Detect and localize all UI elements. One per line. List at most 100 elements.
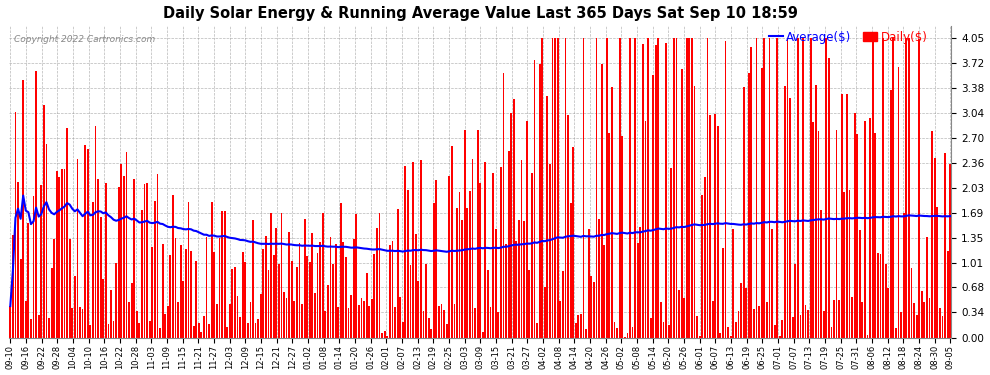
Bar (652, 75, 654, 338)
Bar (738, 311, 740, 338)
Bar (273, 255, 274, 338)
Bar (12, 236, 14, 338)
Bar (200, 332, 202, 338)
Bar (629, 39, 631, 338)
Bar (642, 44, 644, 338)
Bar (583, 39, 584, 338)
Bar (131, 283, 133, 338)
Bar (221, 211, 223, 338)
Bar (270, 213, 272, 338)
Bar (151, 247, 153, 338)
Bar (368, 306, 370, 338)
Bar (622, 136, 623, 338)
Bar (590, 276, 592, 338)
Bar (926, 237, 928, 338)
Bar (787, 39, 788, 338)
Bar (394, 307, 396, 338)
Bar (779, 336, 781, 338)
Bar (730, 336, 732, 338)
Bar (815, 86, 817, 338)
Bar (879, 254, 881, 338)
Bar (741, 283, 742, 338)
Bar (937, 207, 939, 338)
Bar (240, 316, 241, 338)
Bar (828, 58, 830, 338)
Bar (242, 252, 244, 338)
Bar (185, 249, 187, 338)
Bar (696, 316, 698, 338)
Bar (524, 221, 525, 338)
Bar (575, 322, 577, 338)
Bar (412, 162, 414, 338)
Bar (384, 331, 385, 338)
Bar (278, 264, 280, 338)
Bar (531, 173, 533, 338)
Bar (929, 298, 931, 338)
Bar (219, 238, 221, 338)
Bar (113, 321, 115, 338)
Bar (554, 39, 556, 338)
Bar (627, 333, 629, 338)
Bar (309, 262, 311, 338)
Bar (632, 327, 634, 338)
Bar (397, 209, 399, 338)
Bar (609, 133, 610, 338)
Bar (115, 263, 117, 338)
Bar (126, 152, 128, 338)
Bar (753, 309, 754, 338)
Bar (9, 306, 11, 338)
Bar (249, 302, 251, 338)
Bar (820, 210, 822, 338)
Bar (232, 269, 234, 338)
Bar (407, 190, 409, 338)
Bar (768, 39, 770, 338)
Bar (766, 302, 768, 338)
Bar (193, 326, 194, 338)
Bar (405, 166, 406, 338)
Bar (304, 219, 306, 338)
Bar (402, 322, 404, 338)
Bar (312, 232, 313, 338)
Bar (301, 304, 303, 338)
Bar (319, 242, 321, 338)
Bar (208, 324, 210, 338)
Bar (866, 335, 868, 338)
Bar (497, 312, 499, 338)
Bar (327, 285, 329, 338)
Bar (898, 66, 900, 338)
Bar (521, 160, 523, 338)
Bar (572, 147, 574, 338)
Bar (784, 86, 786, 338)
Bar (214, 252, 215, 338)
Bar (722, 248, 724, 338)
Bar (340, 202, 342, 338)
Bar (466, 208, 468, 338)
Bar (946, 251, 948, 338)
Bar (678, 290, 680, 338)
Bar (20, 259, 22, 338)
Bar (92, 202, 94, 338)
Bar (25, 301, 27, 338)
Bar (53, 239, 55, 338)
Bar (343, 242, 345, 338)
Bar (154, 201, 155, 338)
Bar (616, 328, 618, 338)
Bar (428, 318, 430, 338)
Bar (474, 308, 476, 338)
Bar (365, 273, 367, 338)
Bar (549, 164, 550, 338)
Bar (360, 298, 362, 338)
Bar (657, 39, 659, 338)
Bar (63, 169, 65, 338)
Bar (818, 131, 820, 338)
Bar (588, 229, 590, 338)
Bar (640, 226, 642, 338)
Bar (306, 256, 308, 338)
Bar (373, 254, 375, 338)
Bar (182, 281, 184, 338)
Bar (805, 305, 807, 338)
Bar (742, 87, 744, 338)
Bar (518, 220, 520, 338)
Bar (423, 311, 425, 338)
Bar (490, 307, 491, 338)
